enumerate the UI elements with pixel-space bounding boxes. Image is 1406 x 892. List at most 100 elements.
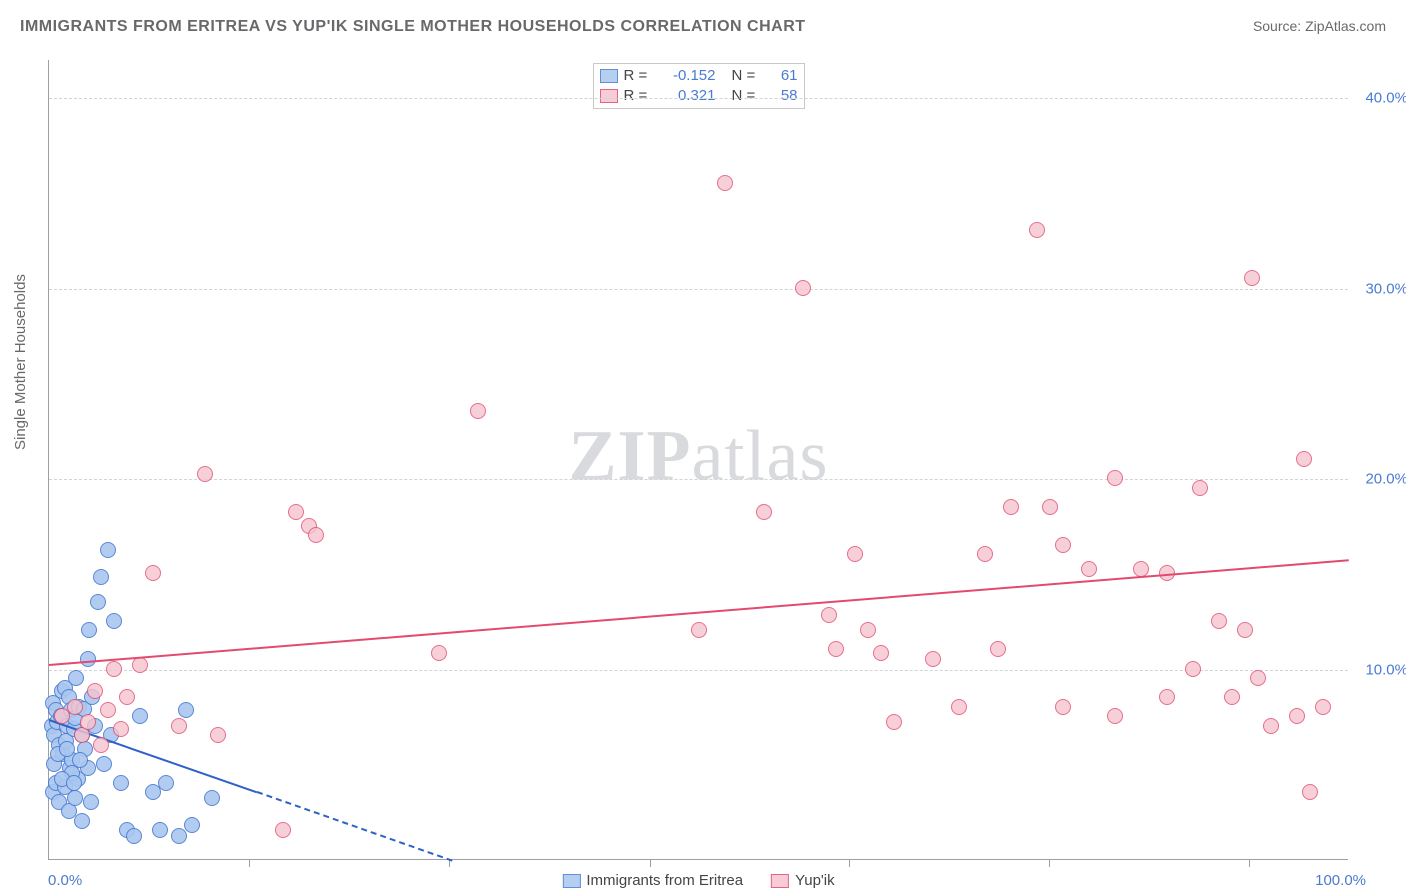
data-point [171,718,187,734]
data-point [795,280,811,296]
data-point [100,542,116,558]
data-point [1003,499,1019,515]
data-point [171,828,187,844]
x-tick [849,859,850,867]
data-point [178,702,194,718]
x-tick [249,859,250,867]
y-tick-label: 10.0% [1353,661,1406,678]
data-point [66,775,82,791]
data-point [275,822,291,838]
x-tick [650,859,651,867]
data-point [951,699,967,715]
data-point [81,622,97,638]
data-point [67,790,83,806]
data-point [691,622,707,638]
legend-r-value: -0.152 [660,66,716,86]
legend-swatch [562,874,580,888]
data-point [1263,718,1279,734]
data-point [132,708,148,724]
data-point [308,527,324,543]
legend-n-value: 58 [768,86,798,106]
data-point [977,546,993,562]
legend-series-name: Immigrants from Eritrea [586,872,743,889]
x-tick [1049,859,1050,867]
data-point [990,641,1006,657]
source-link[interactable]: ZipAtlas.com [1305,18,1386,34]
x-axis-min-label: 0.0% [48,872,82,889]
data-point [119,689,135,705]
data-point [925,651,941,667]
data-point [68,670,84,686]
trend-line [49,559,1349,666]
data-point [1055,699,1071,715]
data-point [1081,561,1097,577]
legend-swatch [600,69,618,83]
watermark: ZIPatlas [569,414,829,497]
data-point [1315,699,1331,715]
legend-series-name: Yup'ik [795,872,835,889]
data-point [74,813,90,829]
chart-title: IMMIGRANTS FROM ERITREA VS YUP'IK SINGLE… [20,18,806,36]
gridline [49,289,1348,290]
data-point [1029,222,1045,238]
data-point [113,721,129,737]
legend-swatch [771,874,789,888]
data-point [886,714,902,730]
data-point [87,683,103,699]
data-point [717,175,733,191]
data-point [873,645,889,661]
data-point [106,661,122,677]
data-point [72,752,88,768]
data-point [1244,270,1260,286]
data-point [210,727,226,743]
gridline [49,98,1348,99]
data-point [93,737,109,753]
scatter-plot-area: ZIPatlas R =-0.152N =61R =0.321N =58 Imm… [48,60,1348,860]
y-tick-label: 40.0% [1353,90,1406,107]
data-point [1042,499,1058,515]
data-point [80,651,96,667]
data-point [184,817,200,833]
data-point [756,504,772,520]
data-point [1055,537,1071,553]
data-point [1296,451,1312,467]
data-point [93,569,109,585]
data-point [1224,689,1240,705]
data-point [1211,613,1227,629]
data-point [152,822,168,838]
data-point [83,794,99,810]
x-tick [1249,859,1250,867]
data-point [96,756,112,772]
x-axis-max-label: 100.0% [1315,872,1366,889]
legend-r-value: 0.321 [660,86,716,106]
legend-n-value: 61 [768,66,798,86]
y-axis-label: Single Mother Households [12,274,29,450]
data-point [1107,708,1123,724]
legend-n-label: N = [732,86,762,106]
data-point [158,775,174,791]
data-point [860,622,876,638]
legend-item: Yup'ik [771,872,835,889]
legend-item: Immigrants from Eritrea [562,872,743,889]
correlation-legend: R =-0.152N =61R =0.321N =58 [593,63,805,109]
data-point [847,546,863,562]
data-point [1250,670,1266,686]
data-point [80,714,96,730]
data-point [1107,470,1123,486]
series-legend: Immigrants from Eritrea Yup'ik [562,872,834,889]
data-point [821,607,837,623]
gridline [49,670,1348,671]
source-attribution: Source: ZipAtlas.com [1253,18,1386,34]
data-point [113,775,129,791]
data-point [1185,661,1201,677]
y-tick-label: 20.0% [1353,471,1406,488]
data-point [67,699,83,715]
data-point [288,504,304,520]
data-point [145,565,161,581]
y-tick-label: 30.0% [1353,280,1406,297]
legend-r-label: R = [624,86,654,106]
data-point [59,741,75,757]
data-point [100,702,116,718]
legend-n-label: N = [732,66,762,86]
data-point [204,790,220,806]
